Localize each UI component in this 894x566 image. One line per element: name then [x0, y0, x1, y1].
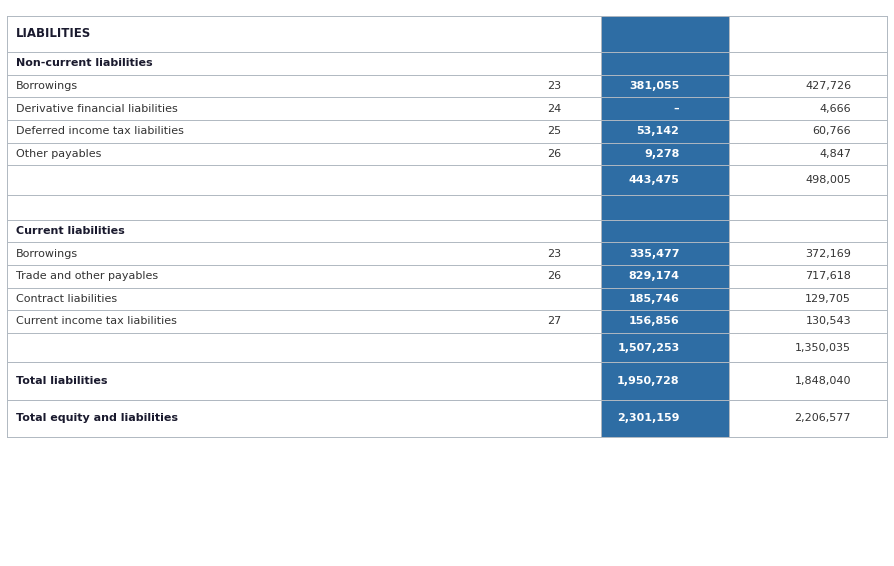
Bar — [601, 165, 729, 195]
Text: 372,169: 372,169 — [805, 248, 851, 259]
Text: 156,856: 156,856 — [628, 316, 679, 327]
Bar — [601, 333, 729, 362]
Bar — [601, 220, 729, 242]
Text: 185,746: 185,746 — [628, 294, 679, 304]
Bar — [601, 143, 729, 165]
Text: Contract liabilities: Contract liabilities — [16, 294, 117, 304]
Text: 443,475: 443,475 — [628, 175, 679, 185]
Bar — [601, 16, 729, 52]
Text: 60,766: 60,766 — [813, 126, 851, 136]
Bar — [601, 242, 729, 265]
Text: 427,726: 427,726 — [805, 81, 851, 91]
Text: –: – — [674, 104, 679, 114]
Text: 26: 26 — [547, 149, 561, 159]
Bar — [601, 400, 729, 437]
Bar — [601, 52, 729, 75]
Text: 25: 25 — [547, 126, 561, 136]
Text: 27: 27 — [547, 316, 561, 327]
Text: 9,278: 9,278 — [644, 149, 679, 159]
Text: 4,847: 4,847 — [819, 149, 851, 159]
Bar — [601, 120, 729, 143]
Bar — [601, 362, 729, 400]
Text: Borrowings: Borrowings — [16, 248, 78, 259]
Text: LIABILITIES: LIABILITIES — [16, 28, 91, 40]
Text: 23: 23 — [547, 81, 561, 91]
Text: 1,848,040: 1,848,040 — [795, 376, 851, 386]
Text: 23: 23 — [547, 248, 561, 259]
Text: Current liabilities: Current liabilities — [16, 226, 125, 236]
Text: 829,174: 829,174 — [628, 271, 679, 281]
Text: 2,301,159: 2,301,159 — [617, 413, 679, 423]
Text: Other payables: Other payables — [16, 149, 101, 159]
Text: Deferred income tax liabilities: Deferred income tax liabilities — [16, 126, 184, 136]
Text: 2,206,577: 2,206,577 — [795, 413, 851, 423]
Text: 381,055: 381,055 — [629, 81, 679, 91]
Text: 26: 26 — [547, 271, 561, 281]
Bar — [601, 75, 729, 97]
Text: Current income tax liabilities: Current income tax liabilities — [16, 316, 177, 327]
Text: 498,005: 498,005 — [805, 175, 851, 185]
Text: Total equity and liabilities: Total equity and liabilities — [16, 413, 178, 423]
Bar — [601, 195, 729, 220]
Text: 335,477: 335,477 — [629, 248, 679, 259]
Text: 1,350,035: 1,350,035 — [795, 342, 851, 353]
Text: 717,618: 717,618 — [805, 271, 851, 281]
Bar — [601, 288, 729, 310]
Bar — [601, 97, 729, 120]
Bar — [601, 310, 729, 333]
Text: Borrowings: Borrowings — [16, 81, 78, 91]
Bar — [601, 265, 729, 288]
Text: Total liabilities: Total liabilities — [16, 376, 107, 386]
Text: 129,705: 129,705 — [805, 294, 851, 304]
Text: Trade and other payables: Trade and other payables — [16, 271, 158, 281]
Text: 53,142: 53,142 — [637, 126, 679, 136]
Text: 24: 24 — [547, 104, 561, 114]
Text: 4,666: 4,666 — [820, 104, 851, 114]
Text: Derivative financial liabilities: Derivative financial liabilities — [16, 104, 178, 114]
Text: Non-current liabilities: Non-current liabilities — [16, 58, 153, 68]
Text: 1,950,728: 1,950,728 — [617, 376, 679, 386]
Text: 1,507,253: 1,507,253 — [617, 342, 679, 353]
Text: 130,543: 130,543 — [805, 316, 851, 327]
